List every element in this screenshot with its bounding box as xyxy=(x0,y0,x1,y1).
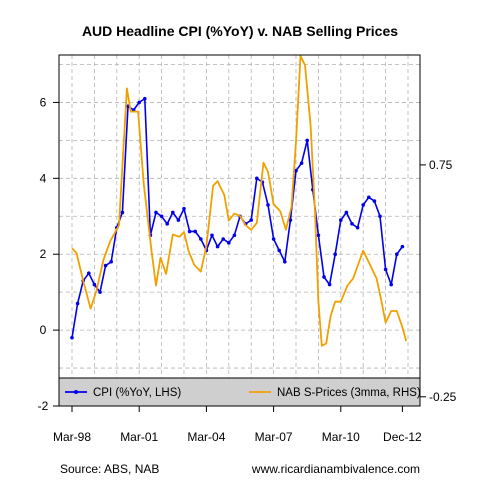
series-1-point xyxy=(344,210,349,215)
series-1-point xyxy=(367,195,371,200)
series-1-point xyxy=(187,229,192,234)
series-1-point xyxy=(98,290,102,294)
left-axis-tick-label: -2 xyxy=(38,399,49,413)
series-1-point xyxy=(171,210,175,215)
right-axis-tick-label: 0.75 xyxy=(429,158,453,172)
left-axis-tick-label: 6 xyxy=(40,95,47,109)
series-1-point xyxy=(70,335,74,340)
website-note: www.ricardianambivalence.com xyxy=(251,462,420,476)
series-1-point xyxy=(193,229,197,234)
series-1-point xyxy=(143,96,147,101)
series-1-point xyxy=(159,214,164,219)
series-1-point xyxy=(182,206,186,211)
series-1-point xyxy=(339,218,343,222)
series-1-point xyxy=(361,203,366,207)
series-1-point xyxy=(299,161,304,165)
chart-title: AUD Headline CPI (%YoY) v. NAB Selling P… xyxy=(82,23,398,39)
grid xyxy=(59,55,420,407)
series-line-1 xyxy=(71,97,404,338)
legend: CPI (%YoY, LHS) NAB S-Prices (3mma, RHS) xyxy=(65,387,421,399)
series-1-point xyxy=(372,199,377,203)
left-axis-tick-label: 0 xyxy=(40,323,47,337)
plot-frame xyxy=(58,54,421,407)
series-1-point xyxy=(120,210,125,215)
series-1-point xyxy=(322,275,326,279)
series-layer xyxy=(70,55,408,347)
series-1-point xyxy=(103,263,108,268)
series-1-point xyxy=(333,252,338,257)
right-axis-tick-label: -0.25 xyxy=(429,390,457,404)
series-1-point xyxy=(389,282,394,287)
x-axis-tick-label: Dec-12 xyxy=(383,430,422,444)
series-1-point xyxy=(215,244,220,249)
series-1-point xyxy=(277,248,282,253)
series-1-point xyxy=(266,203,270,207)
axes: -2 0 2 4 6 0.75 -0.25 Mar-98 Mar-01 Mar-04 Mar-07 M… xyxy=(38,95,457,444)
series-1-point xyxy=(294,168,298,173)
series-1-point xyxy=(316,233,321,238)
series-1-point xyxy=(165,222,169,226)
series-line-2 xyxy=(71,55,408,347)
x-axis-tick-label: Mar-04 xyxy=(187,430,225,444)
series-1-point xyxy=(271,237,276,241)
legend-marker-1 xyxy=(74,390,78,394)
series-1-point xyxy=(232,233,237,238)
left-axis-tick-label: 4 xyxy=(40,171,47,185)
series-1-point xyxy=(92,282,97,287)
series-1-point xyxy=(154,210,158,215)
legend-box xyxy=(58,377,421,407)
series-1-point xyxy=(227,241,231,245)
x-axis-tick-label: Mar-98 xyxy=(53,430,91,444)
source-note: Source: ABS, NAB xyxy=(60,462,159,476)
series-1-point xyxy=(249,218,253,222)
series-1-point xyxy=(176,218,181,222)
left-axis-tick-label: 2 xyxy=(40,247,47,261)
series-1-point xyxy=(355,225,360,230)
x-axis-tick-label: Mar-10 xyxy=(322,430,360,444)
series-1-point xyxy=(350,222,354,226)
series-1-point xyxy=(87,271,91,275)
series-1-point xyxy=(109,260,113,264)
series-1-point xyxy=(288,218,293,222)
legend-label-1: CPI (%YoY, LHS) xyxy=(93,387,181,399)
series-1-point xyxy=(137,100,141,105)
series-1-point xyxy=(210,233,214,238)
series-1-point xyxy=(75,301,80,306)
x-axis-tick-label: Mar-07 xyxy=(255,430,293,444)
series-1-point xyxy=(400,244,405,249)
series-1-point xyxy=(305,138,310,143)
series-1-point xyxy=(378,214,382,219)
series-1-point xyxy=(383,267,388,272)
series-1-point xyxy=(221,237,225,241)
series-1-point xyxy=(254,176,259,181)
series-1-point xyxy=(327,282,332,287)
legend-label-2: NAB S-Prices (3mma, RHS) xyxy=(277,387,421,399)
x-axis-tick-label: Mar-01 xyxy=(120,430,158,444)
series-1-point xyxy=(395,252,399,257)
series-1-point xyxy=(283,260,287,264)
series-1-point xyxy=(199,237,203,241)
